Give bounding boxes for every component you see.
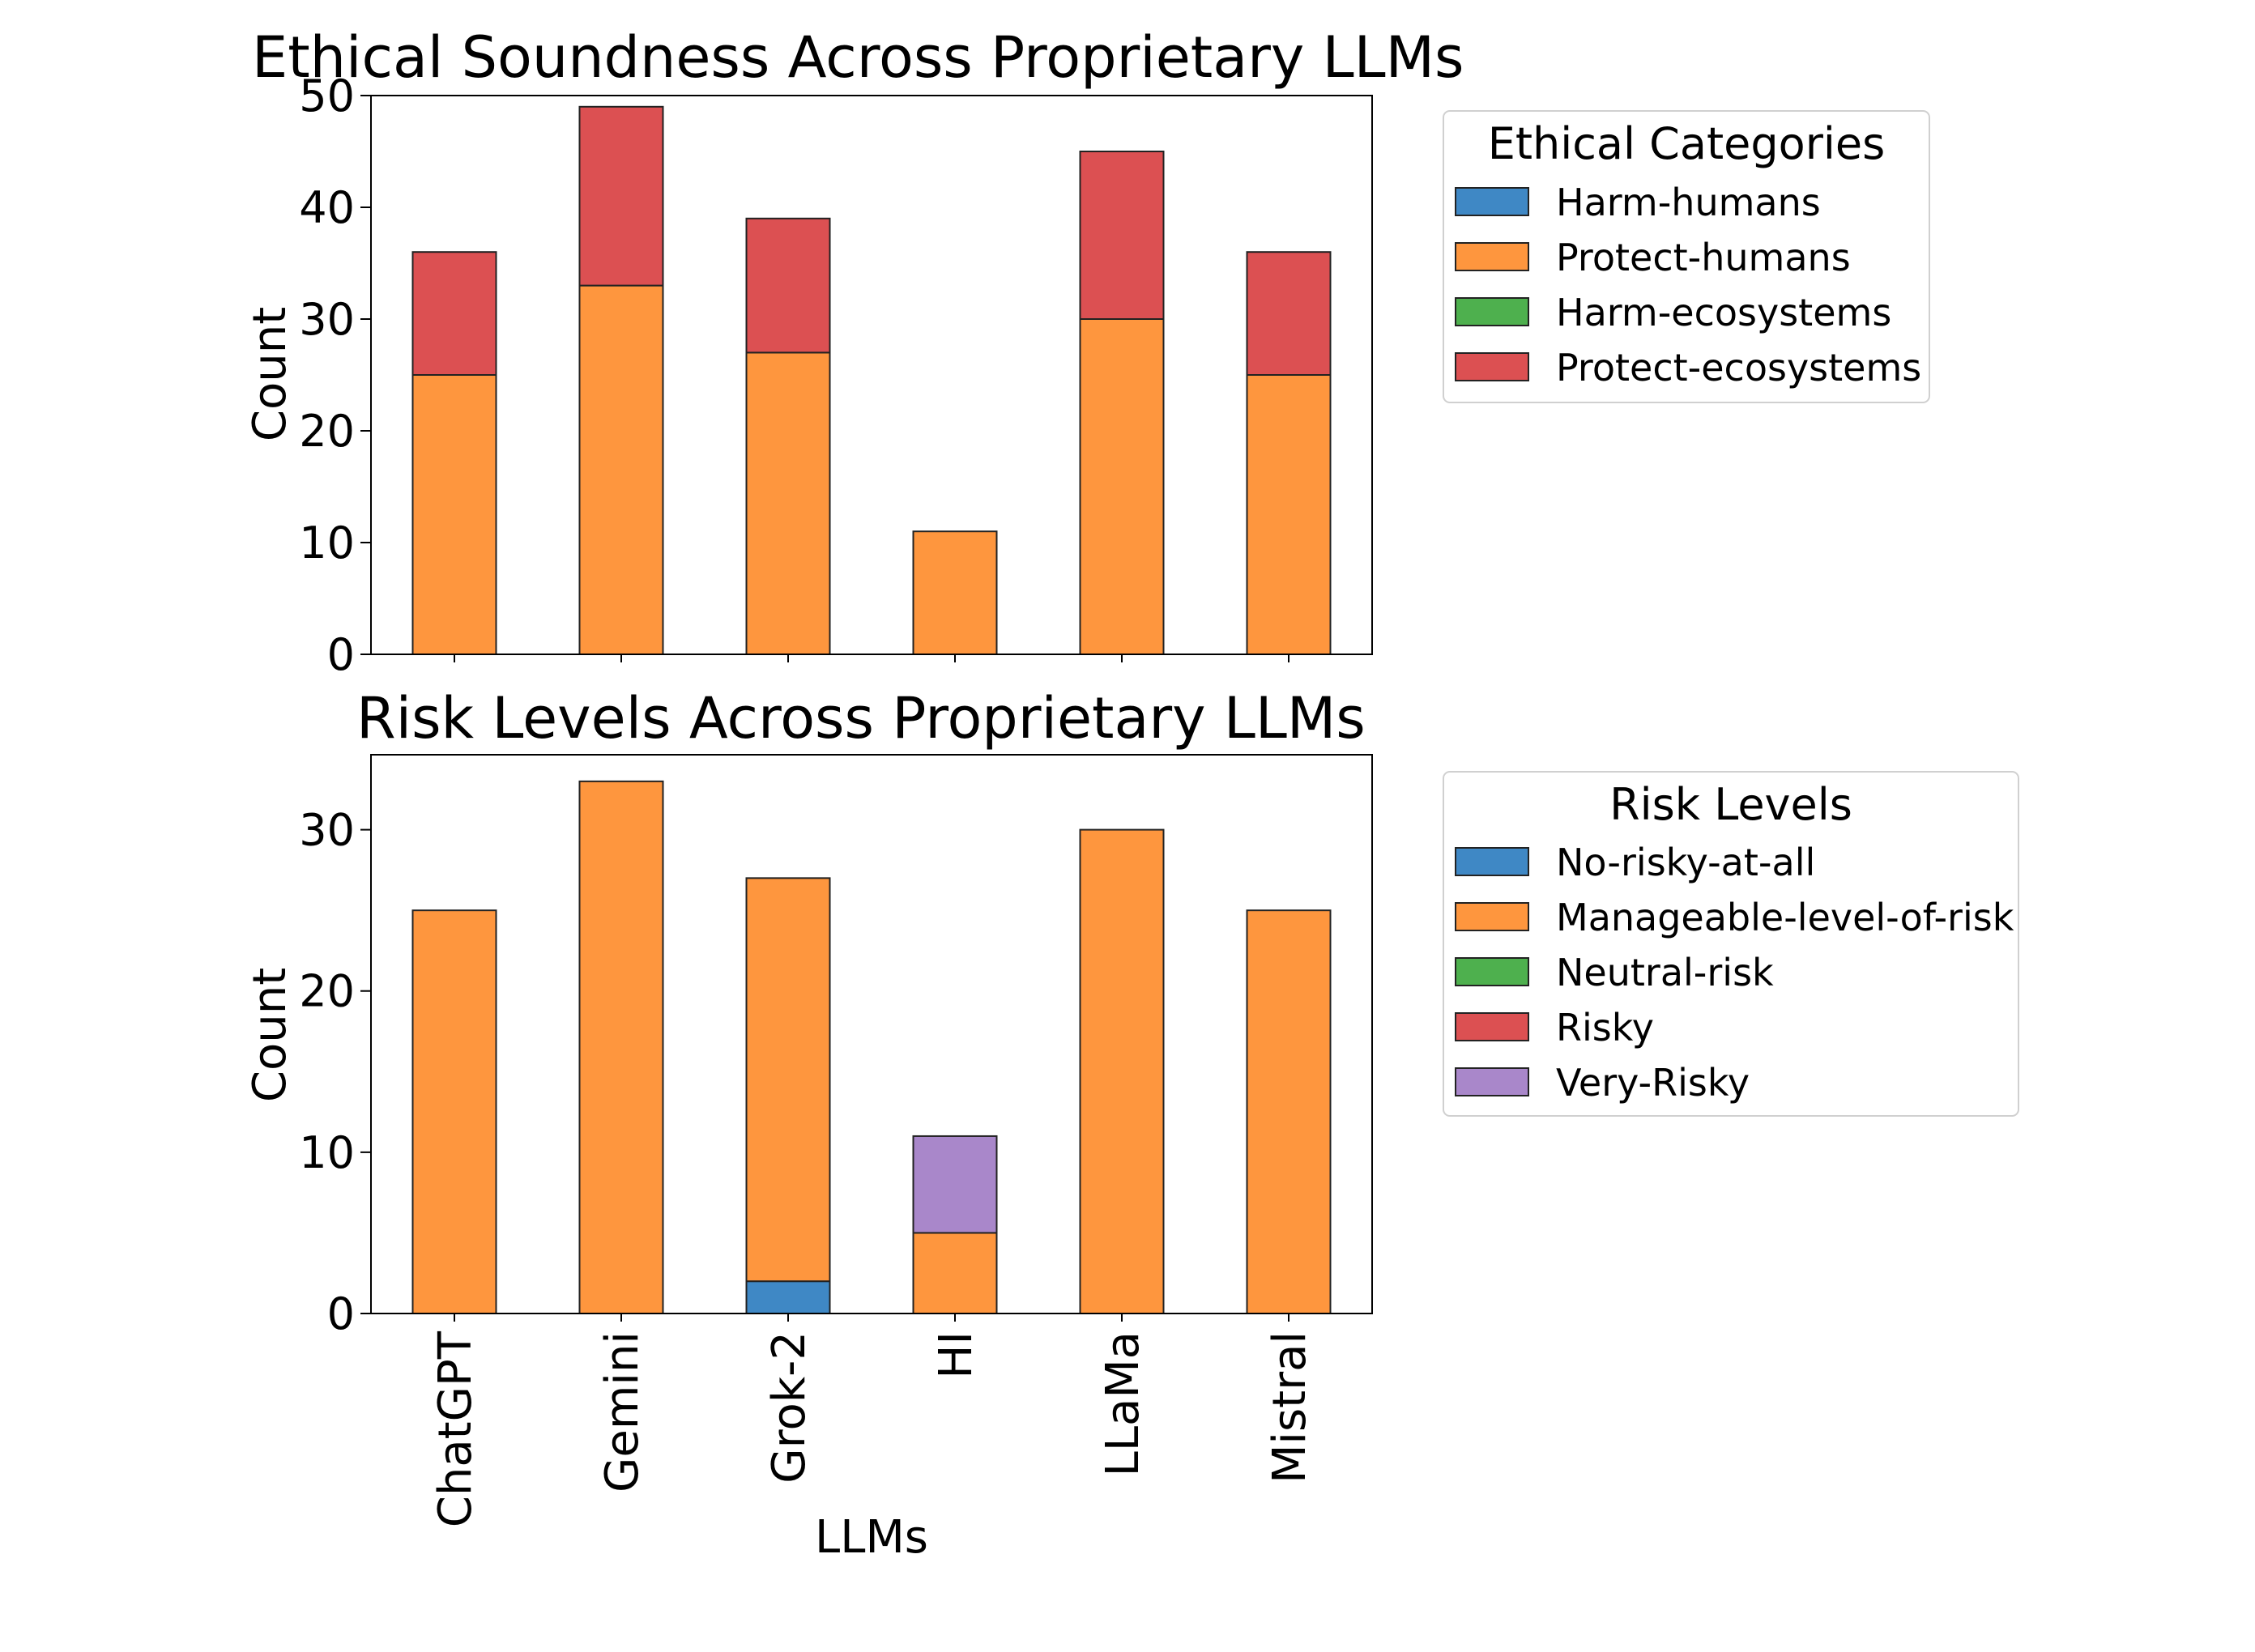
bar-grok-2-manageable-level-of-risk — [745, 877, 831, 1283]
legend-swatch-no-risky-at-all — [1455, 847, 1529, 876]
x-axis-label: LLMs — [815, 1511, 928, 1564]
y-tick-label: 0 — [327, 629, 355, 680]
plot-frame — [370, 95, 1373, 655]
plot-frame — [370, 754, 1373, 1314]
y-tick-label: 30 — [299, 805, 355, 856]
legend-swatch-manageable-level-of-risk — [1455, 902, 1529, 931]
y-axis-label: Count — [244, 968, 296, 1102]
legend-label-risky: Risky — [1556, 1006, 1654, 1050]
bar-gemini-protect-ecosystems — [578, 105, 664, 287]
legend-items: No-risky-at-all Manageable-level-of-risk N… — [1455, 841, 2014, 1105]
legend-label-no-risky-at-all: No-risky-at-all — [1556, 841, 1815, 884]
bar-mistral-protect-ecosystems — [1246, 251, 1332, 377]
legend-label-very-risky: Very-Risky — [1556, 1061, 1750, 1105]
chart-title: Ethical Soundness Across Proprietary LLM… — [252, 24, 1464, 91]
legend-title: Risk Levels — [1609, 779, 1852, 830]
y-ticks: 0 10 20 30 — [299, 805, 371, 1339]
bar-grok-2-protect-ecosystems — [745, 217, 831, 354]
legend-label-protect-humans: Protect-humans — [1556, 236, 1851, 279]
y-ticks: 0 10 20 30 40 50 — [299, 70, 371, 680]
legend-swatch-very-risky — [1455, 1067, 1529, 1096]
bar-hi-very-risky — [912, 1135, 998, 1234]
legend-swatch-harm-ecosystems — [1455, 297, 1529, 326]
x-tick-label: HI — [930, 1331, 983, 1379]
bar-chatgpt-protect-ecosystems — [411, 251, 497, 377]
x-tick-label: Mistral — [1264, 1331, 1316, 1484]
bar-llama-protect-humans — [1079, 318, 1165, 655]
y-tick-label: 10 — [299, 517, 355, 568]
y-tick-label: 20 — [299, 406, 355, 457]
y-tick-label: 50 — [299, 70, 355, 121]
bar-llama-protect-ecosystems — [1079, 151, 1165, 320]
y-tick-label: 30 — [299, 294, 355, 345]
chart-risk-levels: Risk Levels Across Proprietary LLMs Coun… — [244, 685, 2019, 1564]
legend-label-neutral-risk: Neutral-risk — [1556, 951, 1774, 994]
y-tick-label: 10 — [299, 1127, 355, 1178]
legend-swatch-risky — [1455, 1012, 1529, 1041]
bar-chatgpt-manageable-level-of-risk — [411, 909, 497, 1315]
x-ticks: ChatGPT Gemini Grok-2 HI LLaMa Mistral — [429, 1314, 1316, 1527]
legend-label-protect-ecosystems: Protect-ecosystems — [1556, 346, 1921, 390]
y-tick-label: 40 — [299, 182, 355, 233]
bar-gemini-manageable-level-of-risk — [578, 780, 664, 1314]
legend-swatch-protect-humans — [1455, 242, 1529, 271]
y-axis-label: Count — [244, 307, 296, 441]
bar-hi-manageable-level-of-risk — [912, 1232, 998, 1314]
y-tick-label: 20 — [299, 966, 355, 1017]
legend-frame — [1443, 110, 1930, 403]
legend-label-manageable-level-of-risk: Manageable-level-of-risk — [1556, 896, 2014, 939]
bar-grok-2-no-risky-at-all — [745, 1280, 831, 1315]
legend-items: Harm-humans Protect-humans Harm-ecosystems… — [1455, 181, 1921, 390]
legend-swatch-harm-humans — [1455, 187, 1529, 216]
x-tick-label: LLaMa — [1097, 1331, 1149, 1476]
legend-swatch-neutral-risk — [1455, 957, 1529, 986]
legend: Ethical Categories Harm-humans Protect-hu… — [1443, 110, 1930, 403]
bar-gemini-protect-humans — [578, 284, 664, 655]
x-ticks — [454, 654, 1289, 662]
bar-grok-2-protect-humans — [745, 351, 831, 655]
legend-swatch-protect-ecosystems — [1455, 352, 1529, 381]
x-tick-label: Grok-2 — [763, 1331, 816, 1484]
legend-label-harm-humans: Harm-humans — [1556, 181, 1821, 224]
legend-label-harm-ecosystems: Harm-ecosystems — [1556, 291, 1891, 334]
bar-group — [411, 105, 1332, 656]
chart-ethical-soundness: Ethical Soundness Across Proprietary LLM… — [244, 24, 1930, 680]
bar-mistral-manageable-level-of-risk — [1246, 909, 1332, 1315]
bar-chatgpt-protect-humans — [411, 374, 497, 655]
y-tick-label: 0 — [327, 1288, 355, 1339]
x-tick-label: Gemini — [596, 1331, 649, 1492]
bar-llama-manageable-level-of-risk — [1079, 828, 1165, 1314]
x-tick-label: ChatGPT — [429, 1331, 482, 1527]
bar-mistral-protect-humans — [1246, 374, 1332, 655]
chart-title: Risk Levels Across Proprietary LLMs — [356, 685, 1366, 751]
bar-hi-protect-humans — [912, 530, 998, 656]
legend-title: Ethical Categories — [1488, 118, 1886, 169]
legend: Risk Levels No-risky-at-all Manageable-le… — [1443, 771, 2019, 1117]
legend-frame — [1443, 771, 2019, 1117]
